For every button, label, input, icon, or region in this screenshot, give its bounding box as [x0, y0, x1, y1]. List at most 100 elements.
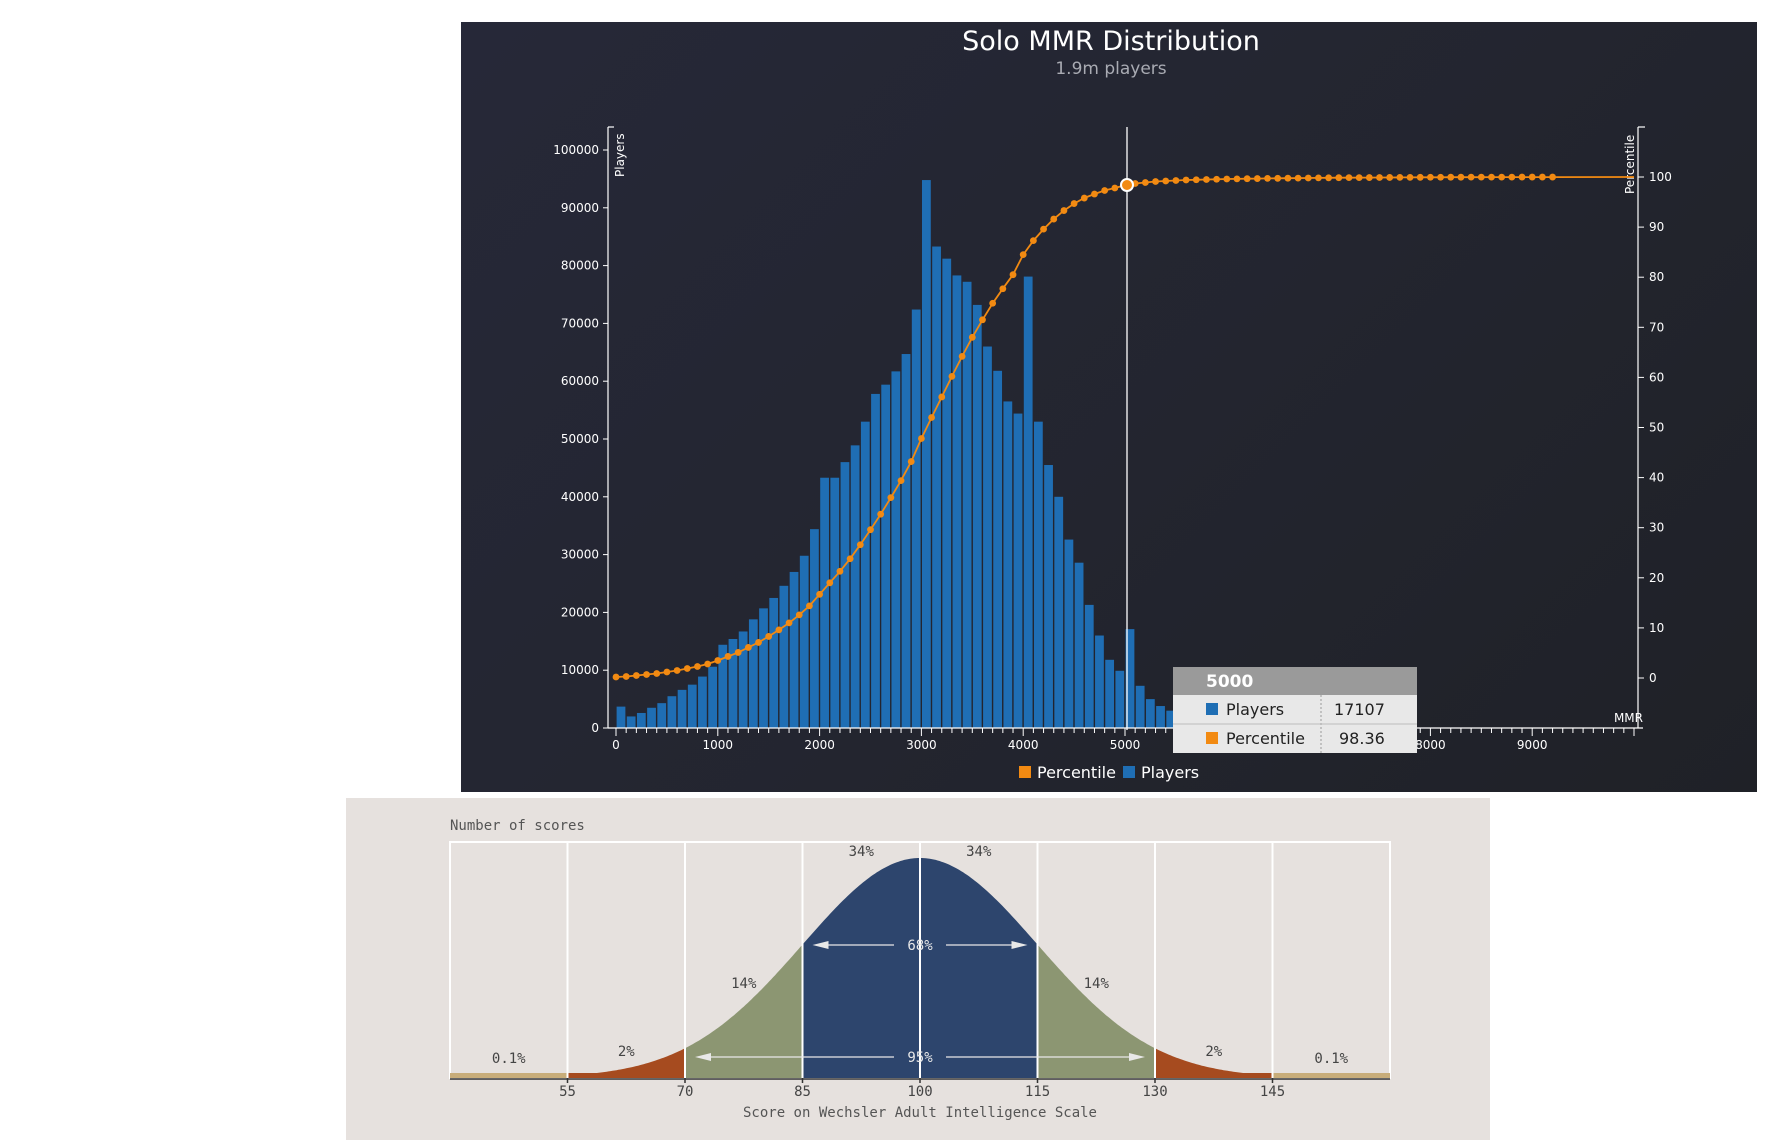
percentile-point-3500[interactable]: [969, 334, 976, 341]
percentile-point-100[interactable]: [623, 673, 630, 680]
bar-3500[interactable]: [973, 305, 982, 728]
percentile-point-6100[interactable]: [1234, 175, 1241, 182]
percentile-point-1900[interactable]: [806, 602, 813, 609]
percentile-point-7400[interactable]: [1366, 174, 1373, 181]
percentile-point-8900[interactable]: [1519, 174, 1526, 181]
bar-200[interactable]: [637, 713, 646, 728]
percentile-point-2100[interactable]: [826, 579, 833, 586]
percentile-point-3800[interactable]: [999, 285, 1006, 292]
percentile-point-7900[interactable]: [1417, 174, 1424, 181]
percentile-point-5900[interactable]: [1213, 176, 1220, 183]
bar-3300[interactable]: [953, 275, 962, 728]
percentile-point-9000[interactable]: [1529, 174, 1536, 181]
bar-1600[interactable]: [779, 586, 788, 728]
bar-2900[interactable]: [912, 310, 921, 728]
percentile-point-1300[interactable]: [745, 644, 752, 651]
bar-5300[interactable]: [1156, 706, 1165, 728]
percentile-point-7000[interactable]: [1325, 174, 1332, 181]
percentile-point-200[interactable]: [633, 672, 640, 679]
percentile-point-4500[interactable]: [1071, 200, 1078, 207]
percentile-point-5400[interactable]: [1162, 178, 1169, 185]
percentile-point-3600[interactable]: [979, 316, 986, 323]
percentile-point-5700[interactable]: [1193, 176, 1200, 183]
percentile-point-7300[interactable]: [1356, 174, 1363, 181]
percentile-point-4800[interactable]: [1101, 187, 1108, 194]
bar-4500[interactable]: [1075, 563, 1084, 728]
percentile-point-8400[interactable]: [1468, 174, 1475, 181]
bar-3700[interactable]: [993, 371, 1002, 728]
percentile-point-800[interactable]: [694, 663, 701, 670]
percentile-point-1500[interactable]: [765, 633, 772, 640]
percentile-point-4400[interactable]: [1061, 207, 1068, 214]
percentile-point-5600[interactable]: [1183, 177, 1190, 184]
bar-2200[interactable]: [841, 462, 850, 728]
percentile-point-2300[interactable]: [847, 555, 854, 562]
percentile-point-9200[interactable]: [1549, 174, 1556, 181]
bar-2400[interactable]: [861, 422, 870, 728]
percentile-point-6300[interactable]: [1254, 175, 1261, 182]
percentile-point-1700[interactable]: [786, 619, 793, 626]
percentile-point-6400[interactable]: [1264, 175, 1271, 182]
bar-1900[interactable]: [810, 529, 819, 728]
percentile-point-400[interactable]: [653, 670, 660, 677]
bar-2500[interactable]: [871, 394, 880, 728]
bar-700[interactable]: [688, 685, 697, 728]
percentile-point-3300[interactable]: [949, 373, 956, 380]
percentile-point-3100[interactable]: [928, 414, 935, 421]
percentile-point-8200[interactable]: [1447, 174, 1454, 181]
bar-400[interactable]: [657, 703, 666, 728]
percentile-point-1400[interactable]: [755, 639, 762, 646]
bar-5100[interactable]: [1136, 686, 1145, 728]
percentile-point-500[interactable]: [664, 669, 671, 676]
legend-item-players[interactable]: Players: [1123, 763, 1199, 782]
bar-800[interactable]: [698, 677, 707, 728]
bar-4400[interactable]: [1065, 540, 1074, 728]
percentile-point-6200[interactable]: [1244, 175, 1251, 182]
bar-3000[interactable]: [922, 180, 931, 728]
percentile-point-2500[interactable]: [867, 526, 874, 533]
bar-1400[interactable]: [759, 608, 768, 728]
percentile-point-1200[interactable]: [735, 649, 742, 656]
percentile-point-3000[interactable]: [918, 435, 925, 442]
percentile-point-3200[interactable]: [938, 394, 945, 401]
percentile-point-4300[interactable]: [1050, 216, 1057, 223]
percentile-point-6500[interactable]: [1274, 175, 1281, 182]
bar-4800[interactable]: [1105, 660, 1114, 728]
percentile-point-7600[interactable]: [1386, 174, 1393, 181]
bar-0[interactable]: [617, 707, 626, 728]
bar-4000[interactable]: [1024, 277, 1033, 728]
bar-2100[interactable]: [830, 478, 839, 728]
percentile-point-1000[interactable]: [714, 657, 721, 664]
percentile-point-3400[interactable]: [959, 353, 966, 360]
percentile-point-6600[interactable]: [1284, 175, 1291, 182]
percentile-point-300[interactable]: [643, 671, 650, 678]
percentile-point-2700[interactable]: [887, 494, 894, 501]
percentile-point-700[interactable]: [684, 665, 691, 672]
bar-2300[interactable]: [851, 445, 860, 728]
bar-3900[interactable]: [1014, 414, 1023, 728]
bar-2000[interactable]: [820, 478, 829, 728]
bar-900[interactable]: [708, 667, 717, 728]
percentile-point-4000[interactable]: [1020, 251, 1027, 258]
bar-100[interactable]: [627, 716, 636, 728]
bar-3800[interactable]: [1003, 401, 1012, 728]
bar-2600[interactable]: [881, 385, 890, 728]
percentile-point-5300[interactable]: [1152, 178, 1159, 185]
percentile-point-4900[interactable]: [1111, 185, 1118, 192]
percentile-point-1100[interactable]: [725, 653, 732, 660]
percentile-point-8500[interactable]: [1478, 174, 1485, 181]
percentile-point-900[interactable]: [704, 661, 711, 668]
bar-3100[interactable]: [932, 247, 941, 728]
percentile-point-4100[interactable]: [1030, 237, 1037, 244]
percentile-point-5500[interactable]: [1173, 177, 1180, 184]
percentile-point-2800[interactable]: [898, 477, 905, 484]
percentile-point-6000[interactable]: [1223, 176, 1230, 183]
bar-3200[interactable]: [942, 259, 951, 728]
percentile-point-3700[interactable]: [989, 300, 996, 307]
bar-1800[interactable]: [800, 556, 809, 728]
percentile-point-8300[interactable]: [1458, 174, 1465, 181]
percentile-point-7200[interactable]: [1346, 174, 1353, 181]
percentile-point-600[interactable]: [674, 667, 681, 674]
percentile-point-8100[interactable]: [1437, 174, 1444, 181]
highlight-point[interactable]: [1121, 179, 1133, 191]
